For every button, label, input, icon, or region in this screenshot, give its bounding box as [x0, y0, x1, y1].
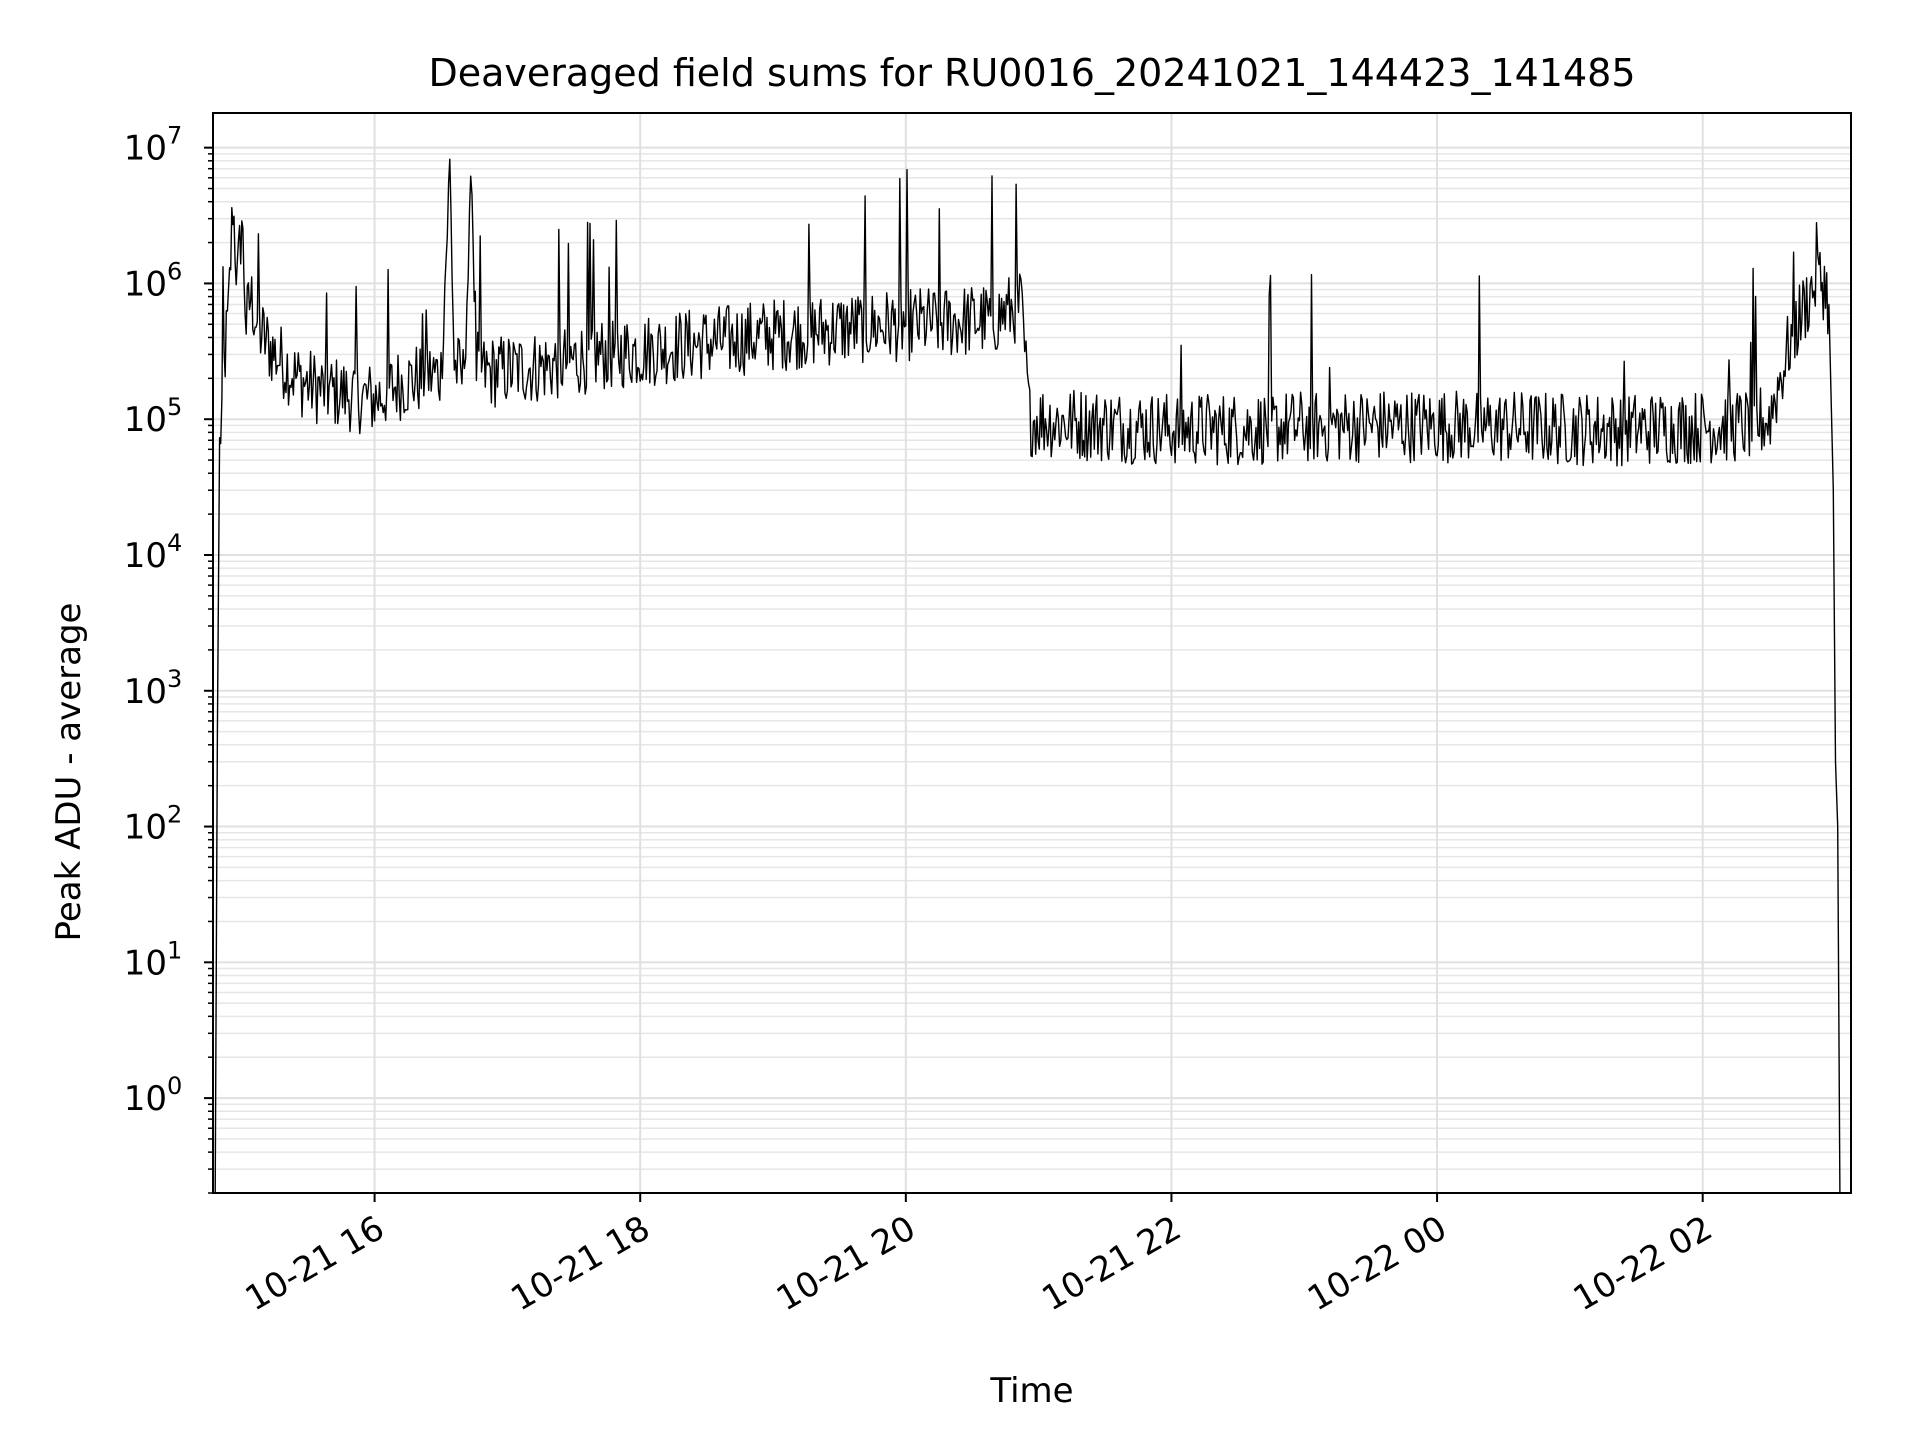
y-tick-exponent: 5 [167, 393, 182, 421]
y-tick-base: 10 [124, 536, 167, 576]
y-tick-label: 106 [124, 257, 183, 304]
y-tick-exponent: 7 [167, 122, 182, 150]
y-tick-exponent: 6 [167, 257, 182, 285]
y-tick-label: 105 [124, 393, 183, 440]
plot-frame [212, 112, 1852, 1194]
y-tick-base: 10 [124, 264, 167, 304]
x-axis-label: Time [989, 1371, 1073, 1411]
y-tick-base: 10 [124, 672, 167, 712]
y-tick-label: 103 [124, 665, 183, 712]
y-tick-base: 10 [124, 1079, 167, 1119]
y-tick-base: 10 [124, 943, 167, 983]
y-tick-base: 10 [124, 400, 167, 440]
y-tick-exponent: 3 [167, 665, 182, 693]
y-tick-exponent: 2 [167, 801, 182, 829]
y-tick-exponent: 4 [167, 529, 182, 557]
y-axis-label: Peak ADU - average [49, 603, 89, 942]
y-tick-base: 10 [124, 129, 167, 169]
y-tick-label: 101 [124, 936, 183, 983]
y-tick-label: 100 [124, 1072, 183, 1119]
y-tick-label: 102 [124, 801, 183, 848]
y-tick-label: 107 [124, 122, 183, 169]
chart-title: Deaveraged field sums for RU0016_2024102… [428, 51, 1635, 95]
grid [213, 113, 1851, 1194]
plot-area [214, 158, 1841, 1194]
series-line [214, 158, 1841, 1194]
y-tick-exponent: 1 [167, 936, 182, 964]
y-tick-label: 104 [124, 529, 183, 576]
y-tick-base: 10 [124, 808, 167, 848]
y-tick-exponent: 0 [167, 1072, 182, 1100]
